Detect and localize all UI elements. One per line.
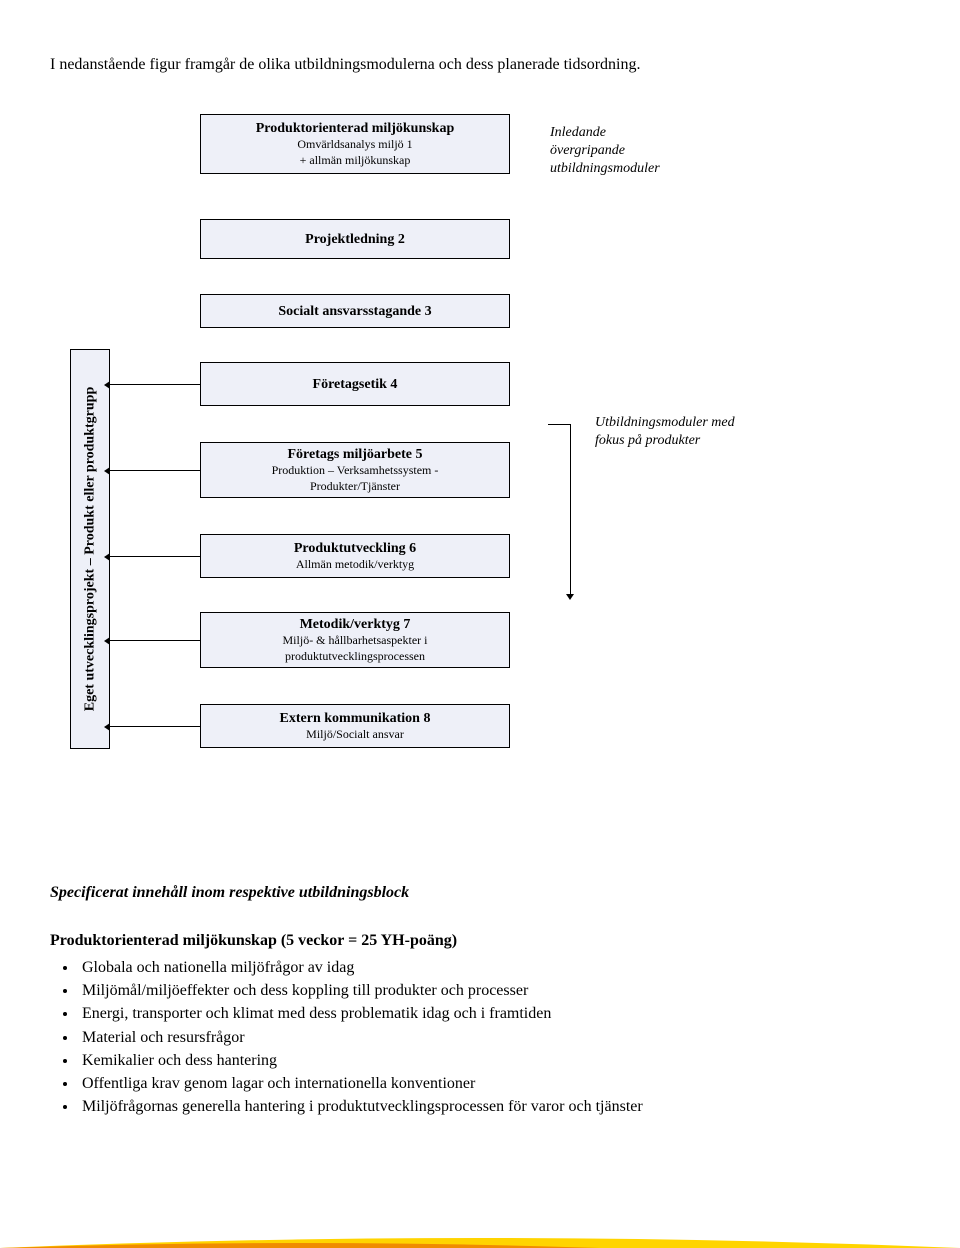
spec-heading: Specificerat innehåll inom respektive ut… <box>50 884 910 902</box>
module-box: Projektledning 2 <box>200 219 510 259</box>
module-subtitle: Allmän metodik/verktyg <box>201 557 509 573</box>
arrow-left-icon <box>110 384 200 385</box>
module-box: Företagsetik 4 <box>200 362 510 406</box>
module-box: Produktutveckling 6Allmän metodik/verkty… <box>200 534 510 578</box>
list-item: Miljömål/miljöeffekter och dess koppling… <box>78 979 910 1002</box>
diagram-note: Utbildningsmoduler medfokus på produkter <box>595 414 735 450</box>
block1-heading: Produktorienterad miljökunskap (5 veckor… <box>50 932 910 950</box>
module-subtitle: Miljö- & hållbarhetsaspekter i <box>201 633 509 649</box>
page-bottom-decoration <box>0 1234 960 1248</box>
right-flow-tick <box>548 424 570 425</box>
module-title: Metodik/verktyg 7 <box>201 615 509 633</box>
vertical-track-box: Eget utvecklingsprojekt – Produkt eller … <box>70 349 110 749</box>
intro-text: I nedanstående figur framgår de olika ut… <box>50 56 910 74</box>
module-subtitle: Omvärldsanalys miljö 1 <box>201 137 509 153</box>
module-title: Företagsetik 4 <box>201 375 509 393</box>
arrow-left-icon <box>110 556 200 557</box>
right-flow-line <box>570 424 571 594</box>
module-title: Extern kommunikation 8 <box>201 709 509 727</box>
list-item: Miljöfrågornas generella hantering i pro… <box>78 1095 910 1118</box>
module-box: Företags miljöarbete 5Produktion – Verks… <box>200 442 510 498</box>
list-item: Kemikalier och dess hantering <box>78 1049 910 1072</box>
diagram-note: Inledandeövergripandeutbildningsmoduler <box>550 124 660 179</box>
list-item: Material och resursfrågor <box>78 1026 910 1049</box>
list-item: Energi, transporter och klimat med dess … <box>78 1002 910 1025</box>
module-subtitle: Produkter/Tjänster <box>201 479 509 495</box>
module-box: Extern kommunikation 8Miljö/Socialt ansv… <box>200 704 510 748</box>
block1-list: Globala och nationella miljöfrågor av id… <box>50 956 910 1118</box>
module-title: Produktutveckling 6 <box>201 539 509 557</box>
module-subtitle: Produktion – Verksamhetssystem - <box>201 463 509 479</box>
module-subtitle: + allmän miljökunskap <box>201 153 509 169</box>
arrow-left-icon <box>110 470 200 471</box>
module-title: Produktorienterad miljökunskap <box>201 119 509 137</box>
arrow-left-icon <box>110 640 200 641</box>
arrow-left-icon <box>110 726 200 727</box>
module-title: Företags miljöarbete 5 <box>201 445 509 463</box>
module-title: Projektledning 2 <box>201 230 509 248</box>
module-subtitle: Miljö/Socialt ansvar <box>201 727 509 743</box>
module-box: Metodik/verktyg 7Miljö- & hållbarhetsasp… <box>200 612 510 668</box>
arrow-down-icon <box>566 594 574 600</box>
list-item: Globala och nationella miljöfrågor av id… <box>78 956 910 979</box>
module-box: Produktorienterad miljökunskapOmvärldsan… <box>200 114 510 174</box>
module-box: Socialt ansvarsstagande 3 <box>200 294 510 328</box>
module-title: Socialt ansvarsstagande 3 <box>201 302 509 320</box>
module-subtitle: produktutvecklingsprocessen <box>201 649 509 665</box>
module-diagram: Eget utvecklingsprojekt – Produkt eller … <box>50 114 810 834</box>
vertical-track-label: Eget utvecklingsprojekt – Produkt eller … <box>82 387 98 712</box>
list-item: Offentliga krav genom lagar och internat… <box>78 1072 910 1095</box>
